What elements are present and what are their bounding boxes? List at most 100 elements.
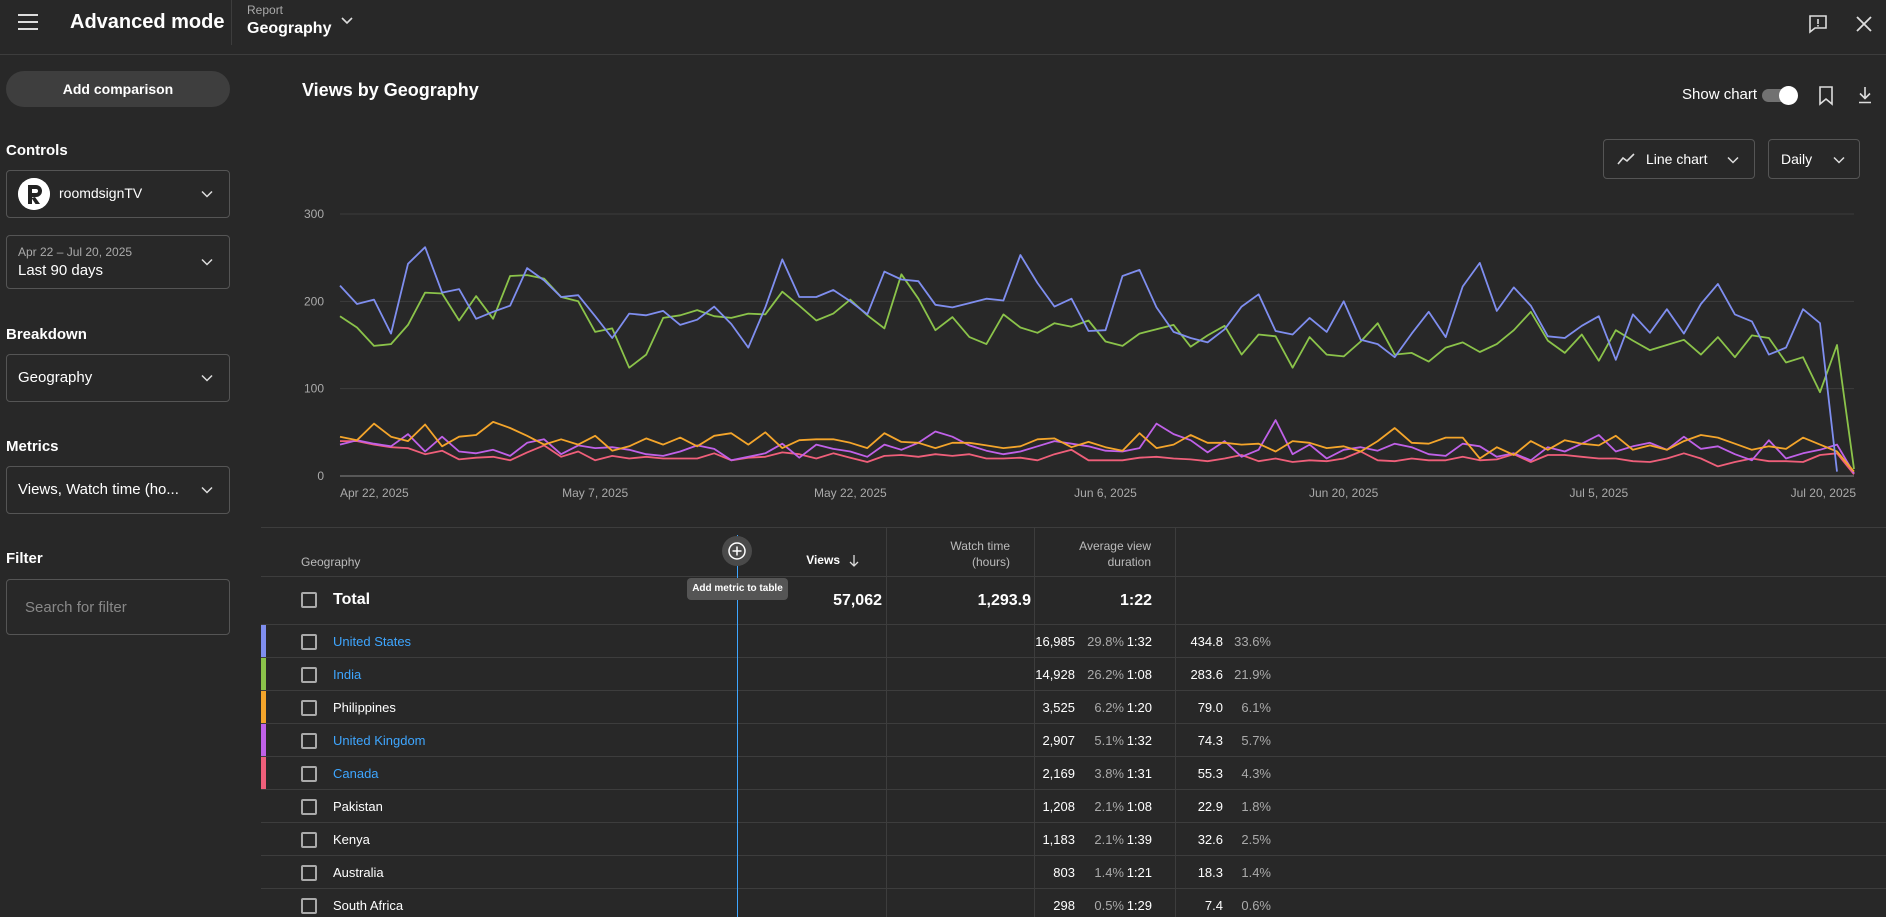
views-value: 1,183 bbox=[1042, 832, 1075, 847]
channel-name: roomdsignTV bbox=[59, 185, 143, 201]
column-divider bbox=[1034, 527, 1035, 917]
watch-time-value: 283.6 bbox=[1190, 667, 1223, 682]
column-divider bbox=[1175, 527, 1176, 917]
add-comparison-button[interactable]: Add comparison bbox=[6, 71, 230, 107]
views-column-header[interactable]: Views bbox=[790, 553, 860, 571]
top-bar: Advanced mode Report Geography bbox=[0, 0, 1886, 55]
breakdown-select[interactable]: Geography bbox=[6, 354, 230, 402]
chevron-down-icon bbox=[201, 486, 213, 494]
feedback-icon[interactable] bbox=[1807, 13, 1829, 35]
date-range-select[interactable]: Apr 22 – Jul 20, 2025 Last 90 days bbox=[6, 235, 230, 289]
app-title: Advanced mode bbox=[70, 11, 225, 33]
filter-heading: Filter bbox=[6, 550, 43, 567]
total-views: 57,062 bbox=[833, 592, 882, 609]
geography-column-header[interactable]: Geography bbox=[301, 555, 361, 569]
watch-time-percent: 5.7% bbox=[1241, 733, 1271, 748]
watch-time-percent: 2.5% bbox=[1241, 832, 1271, 847]
avd-header-line2: duration bbox=[1107, 555, 1151, 569]
watch-time-header-line2: (hours) bbox=[971, 555, 1010, 569]
row-checkbox[interactable] bbox=[301, 832, 317, 848]
row-checkbox[interactable] bbox=[301, 799, 317, 815]
avd-value: 1:32 bbox=[1126, 634, 1152, 649]
views-value: 803 bbox=[1053, 865, 1075, 880]
series-color-bar bbox=[261, 757, 266, 790]
views-value: 298 bbox=[1053, 898, 1075, 913]
watch-time-value: 7.4 bbox=[1204, 898, 1223, 913]
add-metric-button[interactable] bbox=[722, 536, 752, 566]
watch-time-column-header[interactable]: Watch time (hours) bbox=[900, 538, 1010, 570]
show-chart-toggle[interactable] bbox=[1762, 86, 1798, 105]
divider bbox=[231, 0, 232, 45]
country-name: Kenya bbox=[333, 832, 370, 847]
y-tick-label: 300 bbox=[304, 207, 324, 221]
report-value: Geography bbox=[247, 20, 332, 37]
x-tick-label: May 7, 2025 bbox=[562, 486, 628, 500]
watch-time-value: 32.6 bbox=[1197, 832, 1223, 847]
filter-search-input[interactable] bbox=[6, 579, 230, 635]
chevron-down-icon bbox=[201, 190, 213, 198]
chart-type-select[interactable]: Line chart bbox=[1603, 139, 1755, 179]
row-checkbox[interactable] bbox=[301, 700, 317, 716]
y-tick-label: 200 bbox=[304, 294, 324, 308]
row-checkbox[interactable] bbox=[301, 898, 317, 914]
sort-down-icon bbox=[849, 555, 859, 567]
views-percent: 3.8% bbox=[1094, 766, 1124, 781]
breakdown-heading: Breakdown bbox=[6, 326, 87, 343]
interval-select[interactable]: Daily bbox=[1768, 139, 1860, 179]
avd-column-header[interactable]: Average view duration bbox=[1040, 538, 1151, 570]
avd-value: 1:29 bbox=[1126, 898, 1152, 913]
country-name[interactable]: United States bbox=[333, 634, 412, 649]
table-row: United Kingdom 2,907 5.1% 74.3 5.7% 1:32 bbox=[261, 723, 1886, 757]
column-divider bbox=[886, 527, 887, 917]
views-value: 14,928 bbox=[1035, 667, 1075, 682]
series-line-canada bbox=[340, 440, 1855, 475]
row-checkbox[interactable] bbox=[301, 733, 317, 749]
country-name[interactable]: United Kingdom bbox=[333, 733, 426, 748]
watch-time-value: 18.3 bbox=[1197, 865, 1223, 880]
watch-time-percent: 4.3% bbox=[1241, 766, 1271, 781]
avd-value: 1:31 bbox=[1126, 766, 1152, 781]
channel-select[interactable]: roomdsignTV bbox=[6, 170, 230, 218]
close-icon[interactable] bbox=[1853, 13, 1875, 35]
chevron-down-icon bbox=[1727, 156, 1739, 164]
line-chart-icon bbox=[1617, 153, 1635, 165]
total-checkbox[interactable] bbox=[301, 592, 317, 608]
avd-header-line1: Average view bbox=[1079, 539, 1151, 553]
watch-time-value: 434.8 bbox=[1190, 634, 1223, 649]
interval-label: Daily bbox=[1781, 151, 1813, 167]
watch-time-header-line1: Watch time bbox=[950, 539, 1010, 553]
views-percent: 6.2% bbox=[1094, 700, 1124, 715]
series-color-bar bbox=[261, 625, 266, 658]
watch-time-percent: 21.9% bbox=[1234, 667, 1271, 682]
metrics-select[interactable]: Views, Watch time (ho... bbox=[6, 466, 230, 514]
controls-heading: Controls bbox=[6, 142, 68, 159]
add-circle-icon bbox=[728, 542, 746, 560]
row-checkbox[interactable] bbox=[301, 865, 317, 881]
bookmark-icon[interactable] bbox=[1815, 84, 1837, 106]
sidebar: Add comparison Controls roomdsignTV Apr … bbox=[0, 56, 240, 917]
total-row: Total 57,062 1,293.9 1:22 bbox=[261, 576, 1886, 624]
views-value: 3,525 bbox=[1042, 700, 1075, 715]
country-name[interactable]: Canada bbox=[333, 766, 379, 781]
views-value: 2,907 bbox=[1042, 733, 1075, 748]
country-name[interactable]: India bbox=[333, 667, 362, 682]
avd-value: 1:08 bbox=[1126, 799, 1152, 814]
date-range-dates: Apr 22 – Jul 20, 2025 bbox=[18, 245, 133, 259]
x-tick-label: Jul 5, 2025 bbox=[1569, 486, 1628, 500]
row-checkbox[interactable] bbox=[301, 667, 317, 683]
views-percent: 0.5% bbox=[1094, 898, 1124, 913]
menu-icon[interactable] bbox=[18, 14, 38, 30]
report-selector[interactable]: Report Geography bbox=[240, 0, 370, 45]
views-percent: 2.1% bbox=[1094, 832, 1124, 847]
series-line-united-kingdom bbox=[339, 419, 1855, 474]
row-checkbox[interactable] bbox=[301, 766, 317, 782]
row-checkbox[interactable] bbox=[301, 634, 317, 650]
views-value: 16,985 bbox=[1035, 634, 1075, 649]
metrics-value: Views, Watch time (ho... bbox=[18, 481, 179, 498]
chevron-down-icon bbox=[341, 17, 353, 25]
total-label: Total bbox=[333, 591, 371, 608]
table-row: South Africa 298 0.5% 7.4 0.6% 1:29 bbox=[261, 888, 1886, 917]
series-line-philippines bbox=[339, 420, 1855, 473]
x-tick-label: Jul 20, 2025 bbox=[1791, 486, 1857, 500]
download-icon[interactable] bbox=[1854, 84, 1876, 106]
